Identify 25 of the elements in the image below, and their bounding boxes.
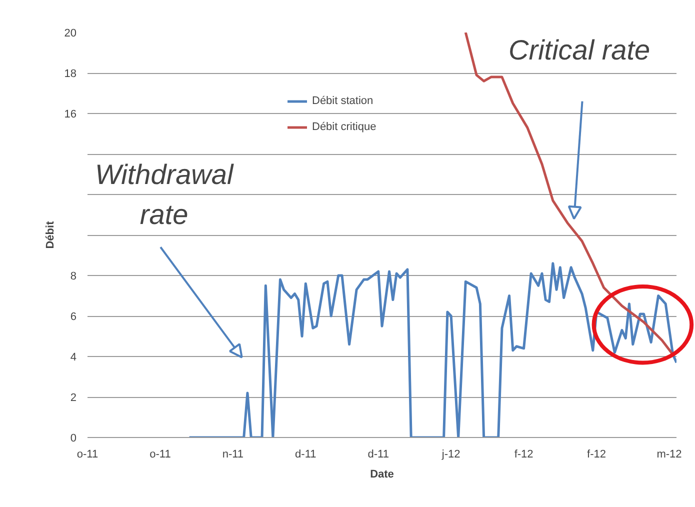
legend-label: Débit critique xyxy=(312,121,376,133)
x-tick-label: f-12 xyxy=(514,448,534,460)
y-tick-label: 18 xyxy=(64,68,77,80)
x-tick-label: d-11 xyxy=(368,448,389,460)
y-tick-label: 6 xyxy=(70,311,77,323)
line-series xyxy=(464,32,674,356)
x-tick-label: n-11 xyxy=(222,448,244,460)
y-tick-label: 16 xyxy=(64,108,77,120)
y-tick-label: 20 xyxy=(64,28,77,40)
y-tick-label: 2 xyxy=(70,392,77,404)
x-tick-label: j-12 xyxy=(440,448,460,460)
y-axis-title: Débit xyxy=(44,220,56,249)
x-tick-label: d-11 xyxy=(295,448,316,460)
y-tick-label: 8 xyxy=(70,270,77,282)
x-tick-label: f-12 xyxy=(587,448,606,460)
line-series xyxy=(188,262,676,438)
x-axis-title: Date xyxy=(370,468,394,480)
annotation: Critical rate xyxy=(508,34,650,66)
legend-label: Débit station xyxy=(312,95,374,107)
x-tick-label: o-11 xyxy=(150,448,171,460)
y-tick-label: 4 xyxy=(70,352,77,364)
y-tick-label: 0 xyxy=(70,432,77,444)
x-tick-label: m-12 xyxy=(656,448,682,460)
annotation: Withdrawal rate xyxy=(94,158,234,230)
x-tick-label: o-11 xyxy=(76,448,98,460)
